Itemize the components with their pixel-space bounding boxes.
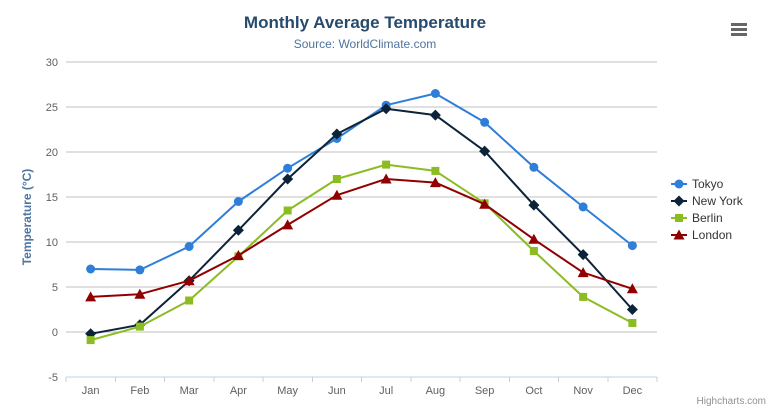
y-axis-tick-label: -5 (48, 372, 58, 384)
series-new-york[interactable] (85, 103, 638, 340)
x-axis-tick-label: Nov (573, 385, 593, 397)
series-line[interactable] (90, 92, 633, 271)
legend-item-new-york[interactable]: New York (671, 192, 743, 209)
data-point[interactable] (86, 336, 95, 345)
data-point[interactable] (578, 202, 588, 212)
x-axis-tick-label: Jul (379, 385, 393, 397)
data-point[interactable] (134, 288, 146, 299)
data-point[interactable] (431, 166, 440, 175)
data-point[interactable] (232, 250, 244, 260)
data-point[interactable] (528, 233, 540, 244)
hamburger-icon (731, 27, 747, 31)
data-point[interactable] (430, 89, 440, 98)
x-axis-tick-label: May (277, 385, 298, 397)
data-point[interactable] (282, 173, 294, 185)
x-axis-tick-label: Sep (475, 385, 495, 397)
data-point[interactable] (429, 177, 441, 188)
data-point[interactable] (382, 160, 391, 169)
x-axis-tick-label: Jun (328, 385, 346, 397)
data-point[interactable] (479, 145, 491, 157)
y-axis-tick-label: 0 (52, 327, 58, 339)
x-axis-tick-label: Oct (525, 385, 542, 397)
legend-symbol-triangle-icon (671, 229, 687, 239)
y-axis-tick-label: 30 (46, 57, 58, 69)
data-point[interactable] (529, 162, 539, 172)
series-tokyo[interactable] (86, 89, 637, 275)
data-point[interactable] (185, 296, 194, 305)
legend-item-london[interactable]: London (671, 226, 743, 243)
y-axis-tick-label: 25 (46, 102, 58, 114)
data-point[interactable] (331, 189, 343, 200)
legend-label: Tokyo (692, 176, 724, 191)
data-point[interactable] (283, 163, 293, 173)
y-axis-tick-label: 5 (52, 282, 58, 294)
hamburger-icon (731, 22, 747, 26)
legend-item-berlin[interactable]: Berlin (671, 209, 743, 226)
data-point[interactable] (380, 103, 392, 115)
data-point[interactable] (232, 224, 244, 236)
data-point[interactable] (183, 275, 195, 286)
legend-symbol-diamond-icon (671, 195, 687, 206)
x-axis-tick-label: Feb (130, 385, 149, 397)
data-point[interactable] (282, 219, 294, 230)
credits-link[interactable]: Highcharts.com (696, 396, 766, 407)
data-point[interactable] (233, 197, 243, 206)
data-point[interactable] (626, 304, 638, 315)
legend-item-tokyo[interactable]: Tokyo (671, 175, 743, 192)
series-london[interactable] (85, 173, 638, 302)
data-point[interactable] (135, 322, 144, 331)
series-line[interactable] (90, 107, 634, 335)
data-point[interactable] (332, 175, 341, 183)
legend-label: London (692, 227, 733, 242)
data-point[interactable] (627, 241, 637, 251)
data-point[interactable] (528, 199, 540, 211)
hamburger-icon (731, 32, 747, 36)
x-axis-tick-label: Mar (180, 385, 199, 397)
data-point[interactable] (283, 206, 292, 215)
data-point[interactable] (529, 247, 538, 255)
y-axis-tick-label: 15 (46, 192, 58, 204)
y-axis-tick-label: 10 (46, 237, 58, 249)
x-axis-tick-label: Aug (426, 385, 446, 397)
data-point[interactable] (331, 128, 343, 140)
data-point[interactable] (380, 173, 392, 184)
data-point[interactable] (135, 265, 145, 275)
chart-title: Monthly Average Temperature (243, 13, 487, 32)
x-axis-tick-label: Dec (623, 385, 643, 397)
data-point[interactable] (628, 319, 637, 327)
legend-symbol-square-icon (671, 213, 687, 222)
y-axis-tick-label: 20 (46, 147, 58, 159)
data-point[interactable] (184, 242, 194, 251)
data-point[interactable] (86, 264, 96, 274)
data-point[interactable] (626, 283, 638, 294)
series-line[interactable] (90, 163, 633, 342)
legend-label: New York (692, 193, 743, 208)
legend: Tokyo New York Berlin London (671, 175, 743, 243)
data-point[interactable] (429, 109, 441, 121)
x-axis-tick-label: Jan (82, 385, 100, 397)
series-line[interactable] (90, 178, 633, 298)
data-point[interactable] (577, 249, 589, 261)
legend-label: Berlin (692, 210, 723, 225)
context-menu-button[interactable] (731, 21, 749, 37)
data-point[interactable] (85, 291, 97, 302)
legend-symbol-circle-icon (671, 179, 687, 188)
chart-subtitle: Source: WorldClimate.com (293, 37, 437, 51)
data-point[interactable] (479, 198, 491, 209)
data-point[interactable] (579, 292, 588, 301)
data-point[interactable] (577, 267, 589, 278)
x-axis-tick-label: Apr (230, 385, 247, 397)
data-point[interactable] (480, 117, 490, 127)
